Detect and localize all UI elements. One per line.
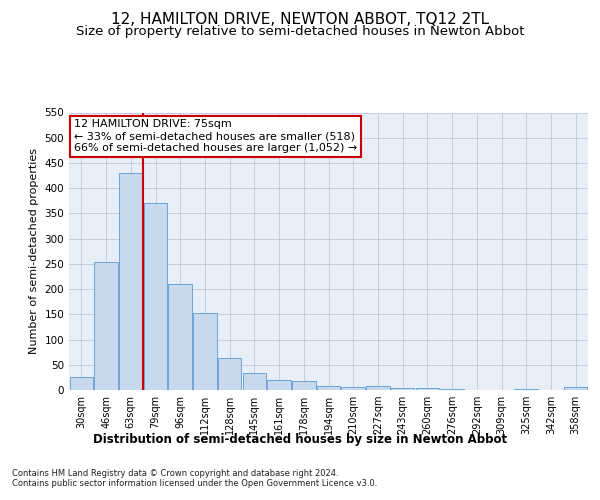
Bar [242, 374, 266, 390]
Bar [169, 284, 192, 390]
Bar [391, 388, 415, 390]
Bar [144, 204, 167, 390]
Bar [193, 314, 217, 390]
Bar [366, 386, 389, 390]
Text: Distribution of semi-detached houses by size in Newton Abbot: Distribution of semi-detached houses by … [93, 432, 507, 446]
Bar [218, 358, 241, 390]
Bar [94, 262, 118, 390]
Bar [416, 388, 439, 390]
Bar [268, 380, 291, 390]
Text: Size of property relative to semi-detached houses in Newton Abbot: Size of property relative to semi-detach… [76, 25, 524, 38]
Bar [341, 388, 365, 390]
Bar [70, 378, 93, 390]
Bar [292, 381, 316, 390]
Bar [119, 173, 143, 390]
Y-axis label: Number of semi-detached properties: Number of semi-detached properties [29, 148, 39, 354]
Text: 12, HAMILTON DRIVE, NEWTON ABBOT, TQ12 2TL: 12, HAMILTON DRIVE, NEWTON ABBOT, TQ12 2… [111, 12, 489, 28]
Text: Contains public sector information licensed under the Open Government Licence v3: Contains public sector information licen… [12, 479, 377, 488]
Text: 12 HAMILTON DRIVE: 75sqm
← 33% of semi-detached houses are smaller (518)
66% of : 12 HAMILTON DRIVE: 75sqm ← 33% of semi-d… [74, 120, 358, 152]
Text: Contains HM Land Registry data © Crown copyright and database right 2024.: Contains HM Land Registry data © Crown c… [12, 469, 338, 478]
Bar [564, 387, 587, 390]
Bar [317, 386, 340, 390]
